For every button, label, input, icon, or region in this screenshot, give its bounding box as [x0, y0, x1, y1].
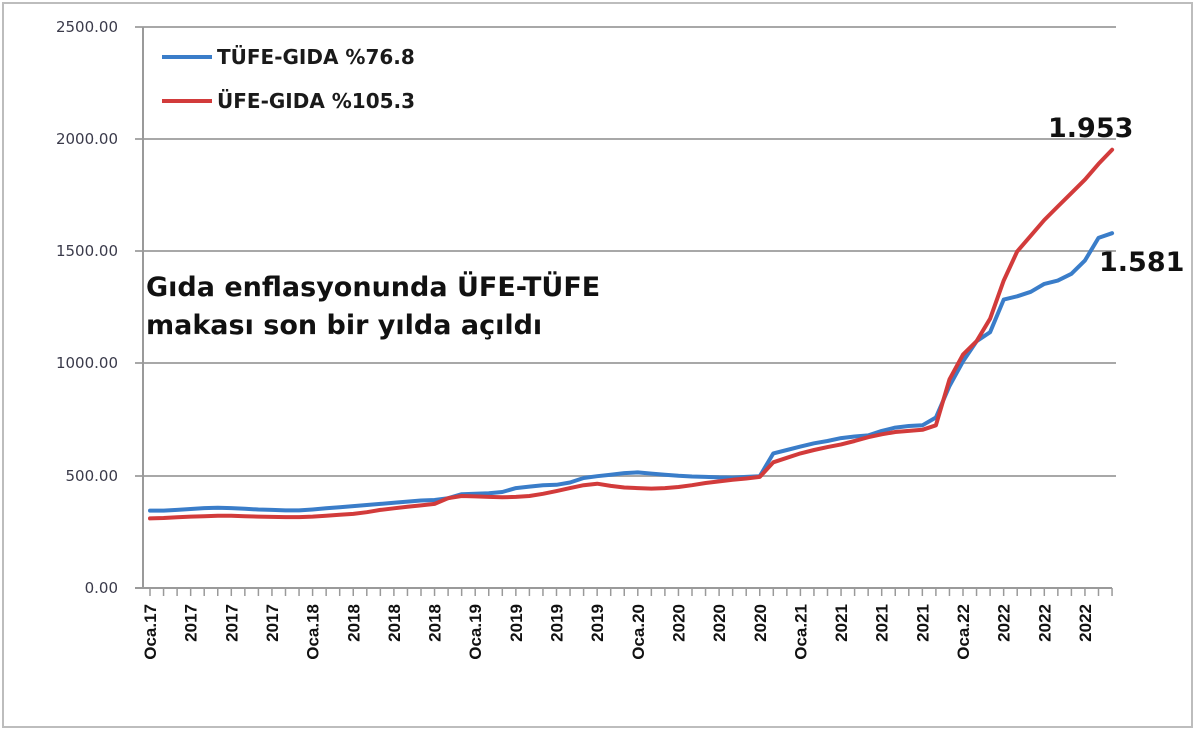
x-label: 2019 [588, 604, 607, 642]
x-axis-ticks [149, 588, 1113, 596]
end-label-tufe: 1.581 [1099, 247, 1184, 278]
x-label: 2019 [548, 604, 567, 642]
x-label: 2020 [710, 604, 729, 642]
x-label: 2021 [913, 604, 932, 642]
x-label: 2021 [873, 604, 892, 642]
x-label: 2022 [1035, 604, 1054, 642]
x-label: Oca.19 [466, 604, 485, 660]
x-label: 2017 [182, 604, 201, 642]
legend-label-ufe: ÜFE-GIDA %105.3 [217, 89, 415, 113]
x-axis-labels: Oca.17 2017 2017 2017 Oca.18 2018 2018 2018 Oca.… [141, 604, 1095, 660]
legend-label-tufe: TÜFE-GIDA %76.8 [217, 45, 415, 69]
annotation: Gıda enflasyonunda ÜFE-TÜFE makası son b… [146, 270, 600, 341]
x-label: 2020 [751, 604, 770, 642]
legend-item-ufe: ÜFE-GIDA %105.3 [162, 89, 415, 113]
series-line-tufe-gida [148, 231, 1115, 513]
annotation-line-2: makası son bir yılda açıldı [146, 310, 542, 341]
x-label: Oca.21 [791, 604, 810, 660]
end-label-ufe: 1.953 [1048, 113, 1133, 144]
y-label-1500: 1500.00 [56, 242, 118, 260]
x-label: Oca.20 [629, 604, 648, 660]
x-label: 2018 [385, 604, 404, 642]
y-label-1000: 1000.00 [56, 354, 118, 372]
x-label: 2018 [426, 604, 445, 642]
legend: TÜFE-GIDA %76.8 ÜFE-GIDA %105.3 [162, 45, 415, 113]
y-label-2000: 2000.00 [56, 130, 118, 148]
legend-item-tufe: TÜFE-GIDA %76.8 [162, 45, 415, 69]
x-label: 2018 [344, 604, 363, 642]
x-label: 2020 [669, 604, 688, 642]
y-label-2500: 2500.00 [56, 18, 118, 36]
annotation-line-1: Gıda enflasyonunda ÜFE-TÜFE [146, 270, 600, 303]
y-label-0: 0.00 [85, 579, 118, 597]
y-axis-labels: 2500.00 2000.00 1500.00 1000.00 500.00 0… [56, 18, 118, 597]
x-label: 2022 [995, 604, 1014, 642]
y-label-500: 500.00 [66, 467, 119, 485]
x-label: Oca.22 [954, 604, 973, 660]
x-label: 2017 [222, 604, 241, 642]
series-line-ufe-gida [148, 147, 1115, 521]
x-label: 2017 [263, 604, 282, 642]
gridlines [135, 26, 1116, 477]
x-label: Oca.17 [141, 604, 160, 660]
x-label: Oca.18 [304, 604, 323, 660]
x-label: 2021 [832, 604, 851, 642]
x-label: 2019 [507, 604, 526, 642]
x-label: 2022 [1076, 604, 1095, 642]
